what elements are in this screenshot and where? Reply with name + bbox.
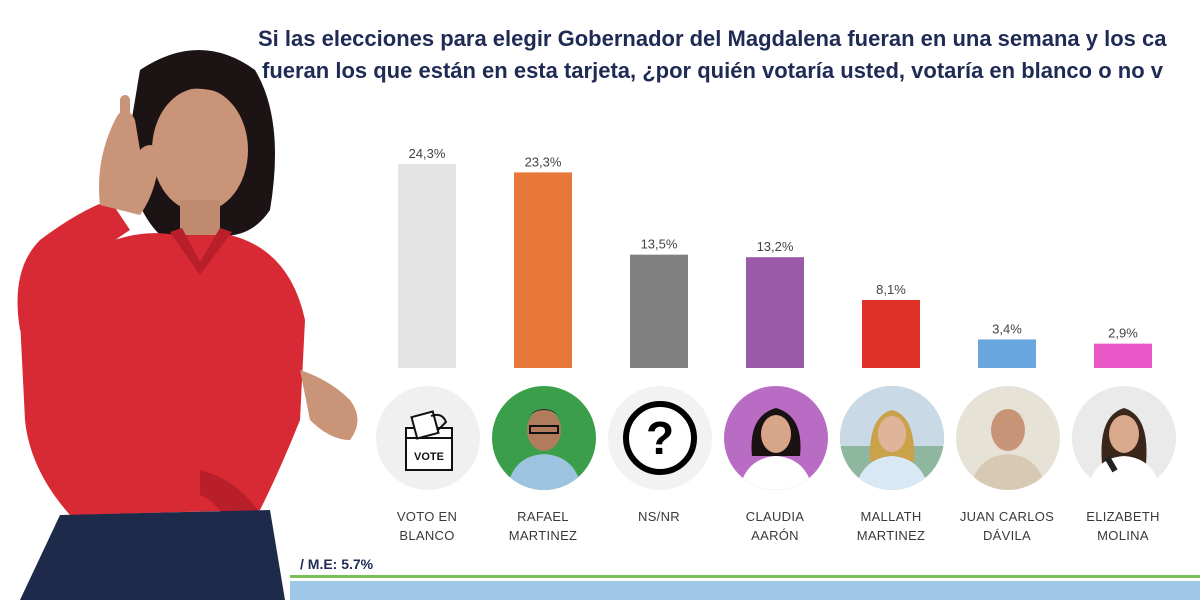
bar-6 [1094,343,1152,368]
bar-value-label-2: 13,5% [641,237,678,252]
bar-value-label-6: 2,9% [1108,326,1138,341]
bar-4 [862,300,920,368]
person-icon [1087,408,1161,490]
ns-nr-avatar: ? [608,386,712,490]
ballot-box-avatar: VOTE [376,386,480,490]
category-label-line: VOTO EN [396,509,458,524]
question-mark-glyph: ? [646,412,674,464]
question-mark-icon: ? [623,401,697,475]
footer-line [290,575,1200,578]
bar-3 [746,257,804,368]
person-icon [840,386,944,490]
category-label-1: RAFAEL MARTINEZ [483,507,603,545]
category-label-line: CLAUDIA [745,509,805,524]
category-label-line: RAFAEL [517,509,569,524]
person-icon [507,409,582,490]
bar-value-label-3: 13,2% [757,239,794,254]
elizabeth-molina-avatar [1072,386,1176,490]
claudia-aaron-avatar [724,386,828,490]
category-label-line: AARÓN [751,528,799,543]
category-label-line: DÁVILA [982,528,1032,543]
category-label-line: MARTINEZ [508,528,578,543]
category-label-line: BLANCO [399,528,455,543]
bar-value-label-0: 24,3% [409,146,446,161]
bar-5 [978,339,1036,368]
category-label-line: NS/NR [638,509,680,524]
ballot-box-label: VOTE [414,451,444,463]
margin-of-error: / M.E: 5.7% [300,556,374,572]
category-label-line: JUAN CARLOS [959,509,1055,524]
category-label-line: ELIZABETH [1086,509,1160,524]
category-label-line: MARTINEZ [856,528,926,543]
person-icon [739,408,813,490]
rafael-martinez-avatar [492,386,596,490]
bar-1 [514,172,572,368]
bar-value-label-1: 23,3% [525,154,562,169]
category-label-6: ELIZABETH MOLINA [1063,507,1183,545]
person-icon [970,409,1046,490]
category-label-5: JUAN CARLOS DÁVILA [947,507,1067,545]
politician-photo [17,50,358,600]
category-label-4: MALLATH MARTINEZ [831,507,951,545]
ballot-box-icon: VOTE [405,410,453,471]
bar-2 [630,254,688,368]
bar-0 [398,164,456,368]
juan-carlos-davila-avatar [956,386,1060,490]
category-label-3: CLAUDIA AARÓN [715,507,835,545]
category-label-line: MALLATH [860,509,922,524]
chart-title-line-2: fueran los que están en esta tarjeta, ¿p… [262,58,1163,83]
category-label-line: MOLINA [1097,528,1149,543]
bar-value-label-5: 3,4% [992,321,1022,336]
category-label-0: VOTO EN BLANCO [367,507,487,545]
mallath-martinez-avatar [840,386,944,490]
footer-band [290,581,1200,600]
chart-title-line-1: Si las elecciones para elegir Gobernador… [258,26,1167,51]
category-label-2: NS/NR [599,507,719,526]
bar-value-label-4: 8,1% [876,282,906,297]
